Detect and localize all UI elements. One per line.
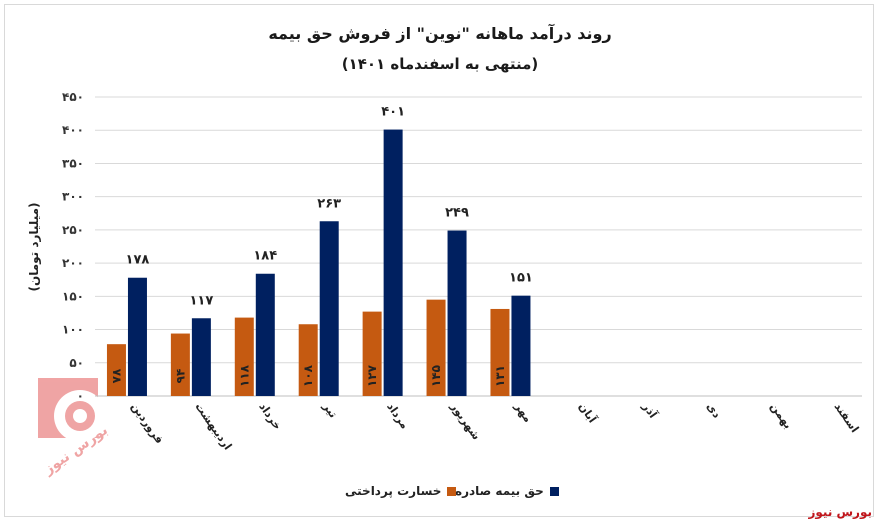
- data-label-claims: ۷۸: [109, 368, 123, 383]
- bar-premium: [511, 295, 531, 396]
- legend-label-claims: خسارت پرداختی: [345, 484, 442, 498]
- data-label-claims: ۱۳۱: [493, 365, 507, 387]
- bar-premium: [127, 277, 147, 396]
- bar-premium: [255, 273, 275, 396]
- data-label-claims: ۱۰۸: [301, 364, 315, 387]
- bar-claims: [298, 324, 318, 396]
- data-label-premium: ۱۱۷: [189, 293, 213, 308]
- y-tick-label: ۱۰۰: [62, 323, 84, 337]
- y-axis-label: (میلیارد تومان): [27, 202, 42, 291]
- x-tick-label: فروردین: [129, 400, 167, 446]
- data-label-premium: ۱۷۸: [126, 253, 150, 268]
- bar-claims: [106, 344, 126, 396]
- x-tick-label: بهمن: [768, 400, 795, 431]
- x-tick-label: مرداد: [384, 400, 411, 431]
- x-tick-label: آذر: [639, 399, 660, 421]
- data-label-premium: ۲۶۳: [317, 196, 341, 211]
- x-tick-label: آبان: [576, 400, 600, 426]
- bar-claims: [234, 317, 254, 396]
- y-tick-label: ۵۰: [69, 356, 84, 370]
- x-tick-label: مهر: [511, 399, 534, 424]
- y-tick-label: ۴۵۰: [62, 90, 84, 104]
- bar-claims: [362, 311, 382, 396]
- legend-item-premium: حق بیمه صادره: [455, 484, 559, 498]
- y-tick-label: ۲۵۰: [62, 223, 84, 237]
- y-tick-label: ۲۰۰: [62, 256, 84, 270]
- x-tick-label: اسفند: [832, 400, 862, 435]
- chart-subtitle: (منتهی به اسفندماه ۱۴۰۱): [341, 55, 539, 73]
- data-label-premium: ۱۵۱: [509, 271, 533, 286]
- data-label-claims: ۱۱۸: [237, 364, 251, 387]
- y-tick-label: ۱۵۰: [62, 289, 84, 303]
- bar-premium: [447, 230, 467, 396]
- x-tick-label: اردیبهشت: [192, 400, 234, 452]
- bar-premium: [383, 129, 403, 396]
- data-label-claims: ۱۲۷: [365, 364, 379, 387]
- x-tick-label: شهریور: [448, 399, 483, 442]
- legend-item-claims: خسارت پرداختی: [345, 484, 457, 498]
- source-label: بورس نیوز: [808, 505, 872, 519]
- chart-frame: [4, 4, 874, 517]
- bar-premium: [319, 221, 339, 396]
- data-label-premium: ۱۸۴: [253, 249, 277, 264]
- data-label-premium: ۲۴۹: [445, 206, 469, 221]
- x-tick-label: تیر: [320, 399, 340, 420]
- x-tick-label: خرداد: [256, 400, 284, 432]
- legend-label-premium: حق بیمه صادره: [455, 484, 544, 498]
- watermark-logo: بورس نیوز: [38, 378, 111, 478]
- y-tick-label: ۴۰۰: [62, 123, 84, 137]
- x-tick-label: دی: [704, 400, 724, 421]
- y-tick-label: ۳۵۰: [62, 156, 84, 170]
- data-label-claims: ۹۴: [173, 369, 187, 384]
- chart-title: روند درآمد ماهانه "نوین" از فروش حق بیمه: [268, 24, 612, 43]
- bar-claims: [170, 333, 190, 396]
- bar-premium: [191, 318, 211, 396]
- y-tick-label: ۰: [77, 389, 84, 403]
- data-label-claims: ۱۴۵: [429, 365, 443, 387]
- bar-claims: [490, 308, 510, 396]
- legend-swatch-premium: [549, 486, 559, 496]
- data-label-premium: ۴۰۱: [381, 105, 405, 120]
- legend-swatch-claims: [447, 486, 457, 496]
- bar-claims: [426, 299, 446, 396]
- y-tick-label: ۳۰۰: [62, 190, 84, 204]
- bar-chart: ۰ ۵۰ ۱۰۰ ۱۵۰ ۲۰۰ ۲۵۰ ۳۰۰ ۳۵۰ ۴۰۰ ۴۵۰ (میلیارد توما…: [27, 90, 862, 452]
